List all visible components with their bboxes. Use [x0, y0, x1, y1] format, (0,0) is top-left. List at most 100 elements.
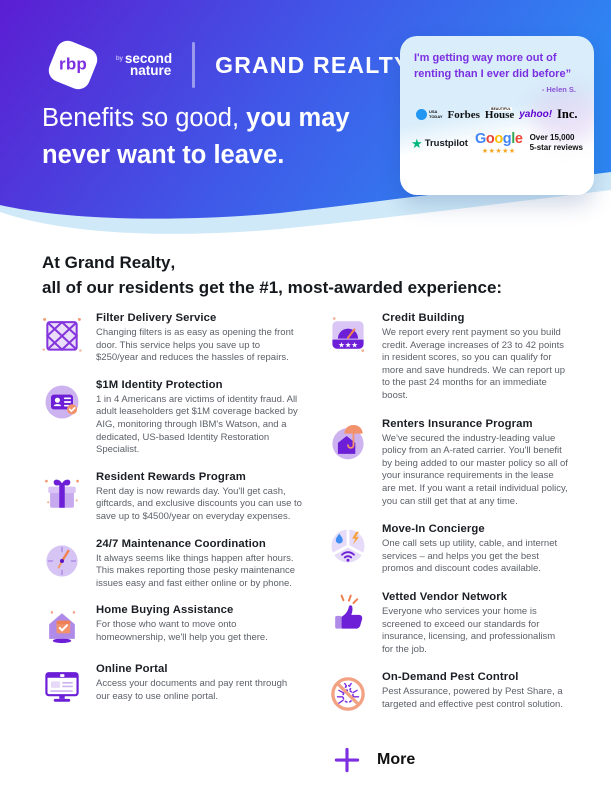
reviews-count: Over 15,000 5-star reviews [530, 133, 583, 154]
benefit-title: Vetted Vendor Network [382, 590, 508, 603]
google-letter: o [485, 131, 495, 147]
logo-divider [192, 42, 196, 88]
google-five-stars-icon: ★★★★★ [481, 147, 516, 155]
credit-building-icon: ★★★ [326, 313, 370, 357]
benefits-left-column: Filter Delivery Service Changing filters … [40, 312, 302, 775]
filter-delivery-icon [40, 313, 84, 357]
usa-today-circle-icon [416, 109, 428, 120]
google-letter: g [502, 131, 512, 147]
benefit-move-in-concierge: Move-In Concierge One call sets up utilit… [326, 523, 568, 576]
benefit-pest-control: On-Demand Pest Control Pest Assurance, po… [326, 671, 568, 716]
benefit-online-portal: Online Portal Access your documents and p… [40, 663, 302, 708]
pest-control-icon [326, 672, 370, 716]
benefits-columns: Filter Delivery Service Changing filters … [40, 312, 568, 775]
home-buying-icon [40, 605, 84, 649]
headline-light: Benefits so good, [42, 104, 247, 132]
benefit-title: Credit Building [382, 312, 465, 324]
inc-logo: Inc. [557, 107, 578, 121]
more-label: More [377, 751, 416, 769]
house-beautiful-text: House [484, 109, 515, 121]
benefit-title: $1M Identity Protection [96, 378, 223, 391]
reviews-line2: 5-star reviews [529, 143, 583, 153]
logo-brand-line1: second [124, 50, 173, 66]
rbp-badge-shape [48, 40, 98, 90]
forbes-logo: Forbes [447, 108, 480, 121]
benefit-description: One call sets up utility, cable, and int… [382, 538, 558, 575]
testimonial-quote: I'm getting way more out of renting than… [414, 52, 572, 80]
online-portal-icon [40, 664, 84, 708]
company-name: GRAND REALTY [215, 51, 411, 78]
benefit-description: We report every rent payment so you buil… [382, 327, 566, 401]
house-beautiful-logo: BEAUTIFUL House [484, 107, 515, 121]
identity-protection-icon [40, 380, 84, 424]
benefit-title: On-Demand Pest Control [382, 671, 519, 684]
intro-heading: At Grand Realty, all of our residents ge… [42, 250, 502, 300]
benefit-description: We've secured the industry-leading value… [382, 432, 568, 507]
rbp-logo-text: rbp [59, 54, 87, 74]
benefit-description: Pest Assurance, powered by Pest Share, a… [382, 686, 563, 710]
benefit-title: Resident Rewards Program [96, 470, 246, 483]
rbp-logo: rbp [42, 34, 104, 96]
svg-text:★★★: ★★★ [338, 340, 358, 349]
resident-rewards-icon [40, 472, 84, 516]
benefit-home-buying: Home Buying Assistance For those who want… [40, 604, 302, 649]
testimonial-attribution: - Helen S. [541, 85, 576, 94]
maintenance-clock-icon [40, 539, 84, 583]
benefit-description: Access your documents and pay rent throu… [96, 678, 288, 702]
trustpilot-star-icon: ★ [411, 135, 423, 151]
benefit-vetted-vendor: Vetted Vendor Network Everyone who servic… [326, 591, 568, 656]
trustpilot-label: Trustpilot [424, 137, 468, 149]
headline: Benefits so good, you may never want to … [42, 100, 350, 174]
benefit-renters-insurance: Renters Insurance Program We've secured t… [326, 418, 568, 509]
google-letter: e [514, 131, 523, 147]
logo-brand-line2: nature [130, 63, 172, 78]
intro-line2: all of our residents get the #1, most-aw… [42, 278, 503, 297]
intro-comma: , [170, 253, 176, 272]
yahoo-logo: yahoo! [519, 109, 553, 120]
second-nature-logo: by second nature [116, 50, 173, 78]
benefits-right-column: ★★★ Credit Building We report every rent … [326, 312, 568, 775]
headline-bold-2: never want to leave. [42, 141, 285, 169]
benefit-description: For those who want to move onto homeowne… [96, 619, 268, 643]
usa-today-line2: TODAY [428, 113, 443, 119]
benefit-title: Move-In Concierge [382, 523, 485, 536]
benefit-credit-building: ★★★ Credit Building We report every rent … [326, 312, 568, 403]
benefit-title: Renters Insurance Program [382, 417, 533, 430]
benefit-title: Home Buying Assistance [96, 604, 234, 617]
plus-icon [334, 748, 360, 773]
vetted-vendor-icon [326, 592, 370, 636]
intro-company: Grand Realty [64, 253, 171, 272]
logo-by-text: by [116, 54, 123, 62]
benefit-title: Online Portal [96, 663, 168, 676]
testimonial-card: I'm getting way more out of renting than… [400, 36, 594, 195]
benefit-title: Filter Delivery Service [96, 312, 217, 324]
benefit-title: 24/7 Maintenance Coordination [96, 537, 266, 550]
benefit-identity-protection: $1M Identity Protection 1 in 4 Americans … [40, 379, 302, 457]
usa-today-logo: USA TODAY [416, 109, 443, 120]
benefit-resident-rewards: Resident Rewards Program Rent day is now … [40, 471, 302, 524]
card-lavender-tint [532, 88, 594, 143]
more-button[interactable]: More [332, 745, 568, 775]
house-beautiful-small-text: BEAUTIFUL [490, 107, 512, 111]
benefit-filter-delivery: Filter Delivery Service Changing filters … [40, 312, 302, 365]
intro-prefix: At [42, 253, 65, 272]
benefit-maintenance: 24/7 Maintenance Coordination It always s… [40, 538, 302, 591]
brand-row: rbp by second nature GRAND REALTY [42, 34, 411, 96]
google-letter: o [494, 131, 503, 147]
google-logo: Google ★★★★★ [475, 132, 523, 155]
benefit-description: 1 in 4 Americans are victims of identity… [96, 393, 298, 456]
benefit-description: Changing filters is as easy as opening t… [96, 327, 294, 364]
headline-bold-1: you may [246, 104, 350, 132]
trustpilot-logo: ★ Trustpilot [411, 137, 468, 150]
google-letter: G [474, 131, 486, 147]
benefit-description: Rent day is now rewards day. You'll get … [96, 485, 302, 522]
ratings-row: ★ Trustpilot Google ★★★★★ Over 15,000 5-… [400, 132, 594, 155]
move-in-concierge-icon [326, 524, 370, 568]
benefit-description: Everyone who services your home is scree… [382, 605, 556, 655]
reviews-line1: Over 15,000 [529, 132, 575, 142]
renters-insurance-icon [326, 419, 370, 463]
press-logos-row: USA TODAY Forbes BEAUTIFUL House yahoo! In… [400, 107, 594, 122]
google-letter: l [511, 131, 515, 147]
usa-today-line1: USA [428, 109, 438, 114]
